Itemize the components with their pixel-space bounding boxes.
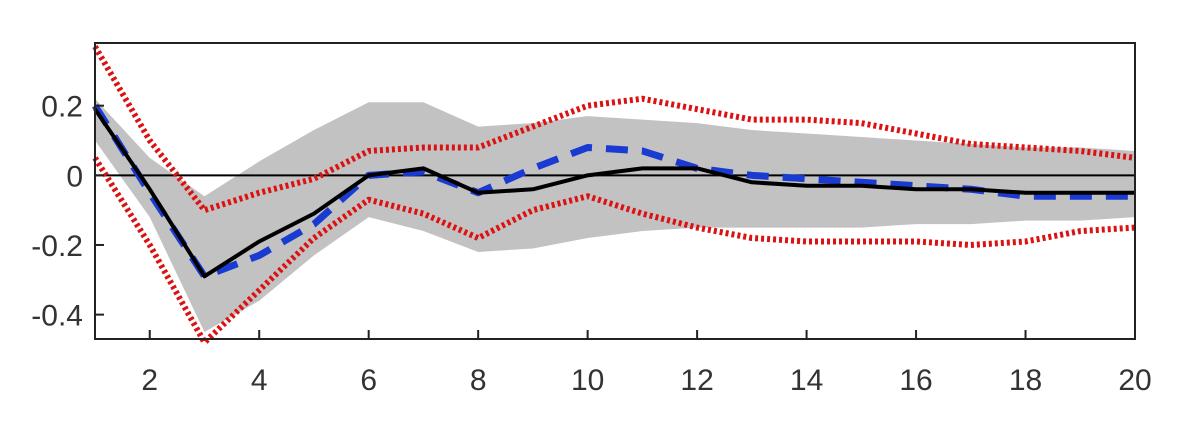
series-layer bbox=[92, 44, 1136, 346]
x-tick-label: 2 bbox=[141, 364, 158, 397]
tick-label-layer: 2 4 6 8 10 12 14 16 18 20 0.2 0 -0.2 -0.4 bbox=[31, 91, 1151, 397]
plot-frame bbox=[94, 42, 1136, 340]
y-tick-label: 0 bbox=[66, 160, 83, 193]
x-tick-label: 20 bbox=[1118, 364, 1151, 397]
x-tick-label: 12 bbox=[680, 364, 713, 397]
x-tick-label: 18 bbox=[1009, 364, 1042, 397]
series-line-2-dotted bbox=[92, 156, 1136, 346]
x-tick-label: 8 bbox=[470, 364, 487, 397]
tick-layer bbox=[95, 104, 1136, 339]
confidence-band bbox=[95, 98, 1135, 333]
series-line-1-dotted bbox=[92, 44, 1136, 214]
x-tick-label: 4 bbox=[251, 364, 268, 397]
x-tick-label: 16 bbox=[899, 364, 932, 397]
y-tick-label: 0.2 bbox=[41, 91, 83, 124]
x-tick-label: 6 bbox=[360, 364, 377, 397]
x-tick-label: 10 bbox=[571, 364, 604, 397]
series-line-4-solid bbox=[93, 108, 1135, 279]
y-tick-label: -0.2 bbox=[31, 230, 83, 263]
confidence-band-layer bbox=[95, 98, 1135, 333]
x-tick-label: 14 bbox=[790, 364, 823, 397]
series-line-3-dashed bbox=[92, 103, 1135, 280]
y-tick-label: -0.4 bbox=[31, 300, 83, 333]
